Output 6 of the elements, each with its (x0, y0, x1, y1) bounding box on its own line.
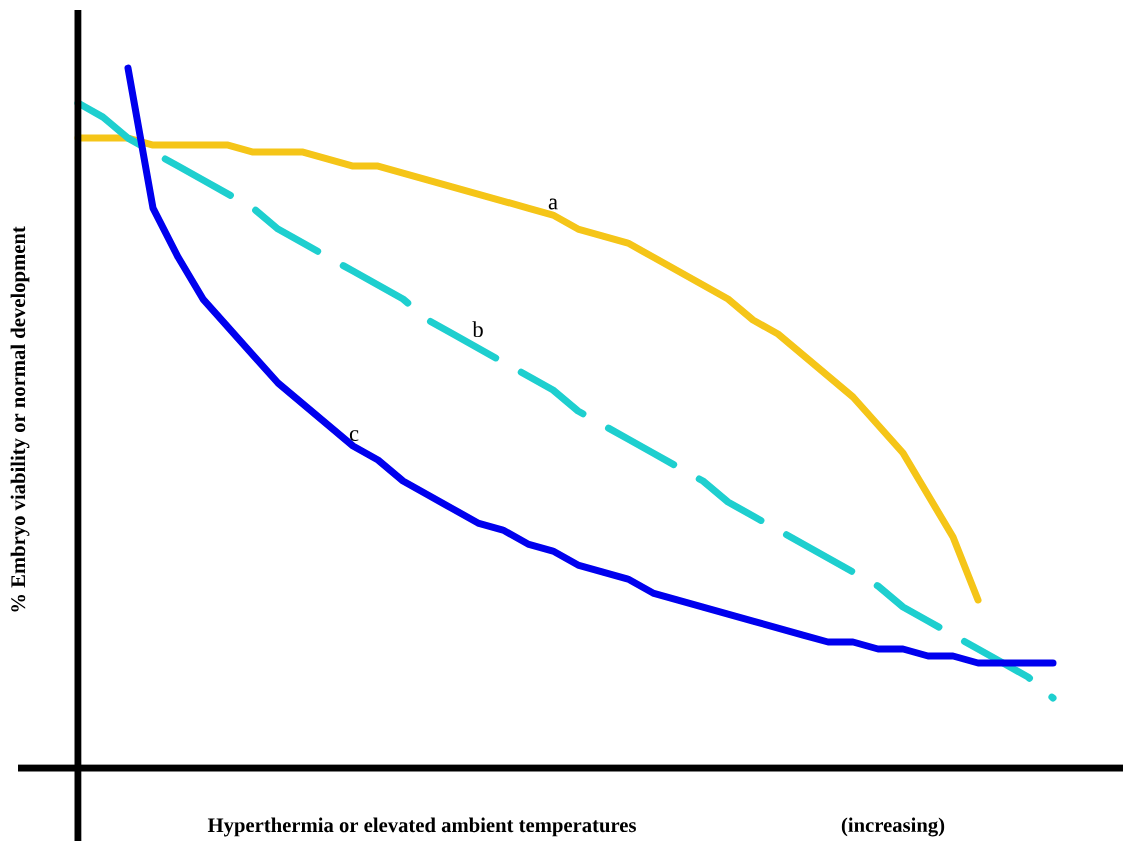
text: (increasing) (841, 817, 945, 837)
series-label: a (548, 198, 558, 210)
series-label: b (472, 321, 483, 338)
y-axis-title: % Embryo viability or normal development (10, 226, 30, 612)
x-axis-title: Hyperthermia or elevated ambient temperatures (207, 817, 636, 837)
series-label: c (349, 430, 359, 442)
